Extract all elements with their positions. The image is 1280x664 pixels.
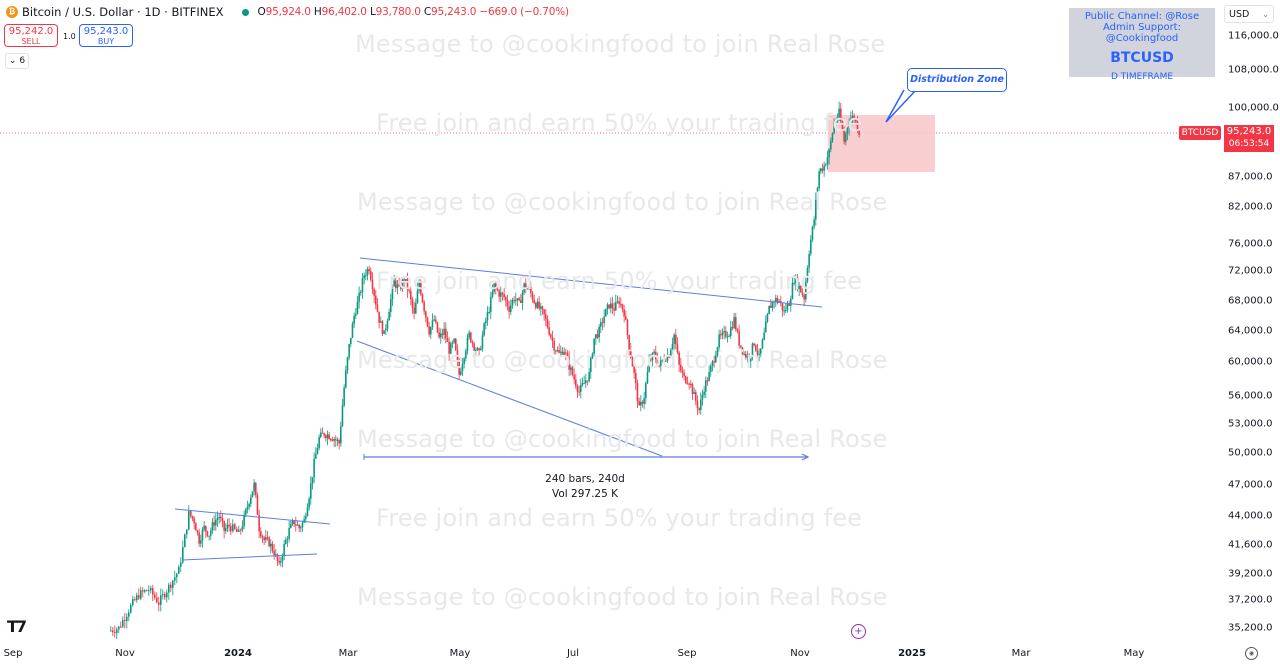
price-tick: 35,200.0 — [1228, 622, 1273, 634]
drawings-layer[interactable] — [174, 89, 917, 561]
price-tick: 108,000.0 — [1228, 64, 1279, 76]
indicators-toggle-button[interactable]: ⌄ 6 — [5, 53, 29, 69]
sell-button[interactable]: 95,242.0 SELL — [4, 24, 58, 47]
order-quantity[interactable]: 1.0 — [63, 32, 76, 41]
time-tick: Nov — [115, 648, 135, 659]
time-tick: Nov — [790, 648, 810, 659]
bitcoin-icon: ₿ — [6, 6, 18, 18]
flag-upper-line[interactable] — [174, 508, 331, 525]
bar-countdown: 06:53:54 — [1228, 139, 1270, 149]
price-tick: 50,000.0 — [1228, 447, 1273, 459]
time-tick: 2025 — [898, 648, 926, 659]
currency-select[interactable]: USD ⌄ — [1224, 5, 1274, 23]
time-tick: Sep — [3, 648, 23, 659]
ohlc-values: O95,924.0 H96,402.0 L93,780.0 C95,243.0 … — [257, 6, 570, 18]
price-tick: 47,000.0 — [1228, 479, 1273, 491]
price-tick: 56,000.0 — [1228, 390, 1273, 402]
date-range-arrow[interactable] — [363, 453, 810, 461]
buy-button[interactable]: 95,243.0 BUY — [79, 24, 133, 47]
time-tick: Mar — [1011, 648, 1031, 659]
price-change: −669.0 (−0.70%) — [479, 6, 569, 18]
time-tick: 2024 — [224, 648, 252, 659]
watermark-text: Message to @cookingfood to join Real Ros… — [357, 346, 888, 374]
triangle-upper-line[interactable] — [359, 257, 823, 308]
price-tick: 53,000.0 — [1228, 418, 1273, 430]
last-price-tag: 95,243.0 06:53:54 — [1224, 125, 1274, 152]
tradingview-logo[interactable]: T7 — [7, 617, 27, 636]
time-tick: May — [449, 648, 471, 659]
price-tick: 116,000.0 — [1228, 30, 1279, 42]
price-tick: 39,200.0 — [1228, 568, 1273, 580]
price-tick: 64,000.0 — [1228, 325, 1273, 337]
watermark-text: Free join and earn 50% your trading fee — [376, 267, 863, 295]
chevron-down-icon: ⌄ — [1262, 10, 1269, 19]
distribution-zone-callout[interactable]: Distribution Zone — [907, 68, 1007, 92]
price-tick: 41,600.0 — [1228, 539, 1273, 551]
price-tick: 37,200.0 — [1228, 594, 1273, 606]
watermark-text: Message to @cookingfood to join Real Ros… — [357, 188, 888, 216]
info-box: Public Channel: @Rose Admin Support: @Co… — [1069, 8, 1215, 82]
symbol-header[interactable]: ₿ Bitcoin / U.S. Dollar · 1D · BITFINEX … — [6, 5, 569, 19]
price-tick: 100,000.0 — [1228, 102, 1279, 114]
triangle-lower-line[interactable] — [356, 340, 663, 457]
symbol-price-tag: BTCUSD — [1179, 126, 1221, 140]
time-tick: Mar — [338, 648, 358, 659]
time-tick: Sep — [677, 648, 697, 659]
callout-pointer — [885, 89, 917, 123]
price-tick: 68,000.0 — [1228, 295, 1273, 307]
price-tick: 72,000.0 — [1228, 265, 1273, 277]
measure-label: 240 bars, 240d Vol 297.25 K — [545, 473, 625, 500]
add-drawing-plus-icon[interactable]: + — [851, 624, 866, 639]
price-tick: 44,000.0 — [1228, 510, 1273, 522]
chevron-down-icon: ⌄ — [8, 56, 17, 66]
time-tick: May — [1123, 648, 1145, 659]
price-tick: 87,000.0 — [1228, 171, 1273, 183]
market-status-icon — [241, 8, 249, 16]
watermark-text: Message to @cookingfood to join Real Ros… — [357, 425, 888, 453]
symbol-title[interactable]: Bitcoin / U.S. Dollar · 1D · BITFINEX — [22, 5, 224, 19]
watermark-text: Free join and earn 50% your trading fee — [376, 109, 863, 137]
candles — [110, 101, 860, 639]
watermark-text: Free join and earn 50% your trading fee — [376, 504, 863, 532]
time-tick: Jul — [566, 648, 580, 659]
price-tick: 82,000.0 — [1228, 201, 1273, 213]
flag-lower-line[interactable] — [181, 553, 318, 561]
watermark-text: Message to @cookingfood to join Real Ros… — [355, 30, 886, 58]
chart-settings-gear-icon[interactable]: ◉ — [1245, 647, 1258, 660]
price-tick: 76,000.0 — [1228, 238, 1273, 250]
watermark-text: Message to @cookingfood to join Real Ros… — [357, 583, 888, 611]
price-tick: 60,000.0 — [1228, 356, 1273, 368]
